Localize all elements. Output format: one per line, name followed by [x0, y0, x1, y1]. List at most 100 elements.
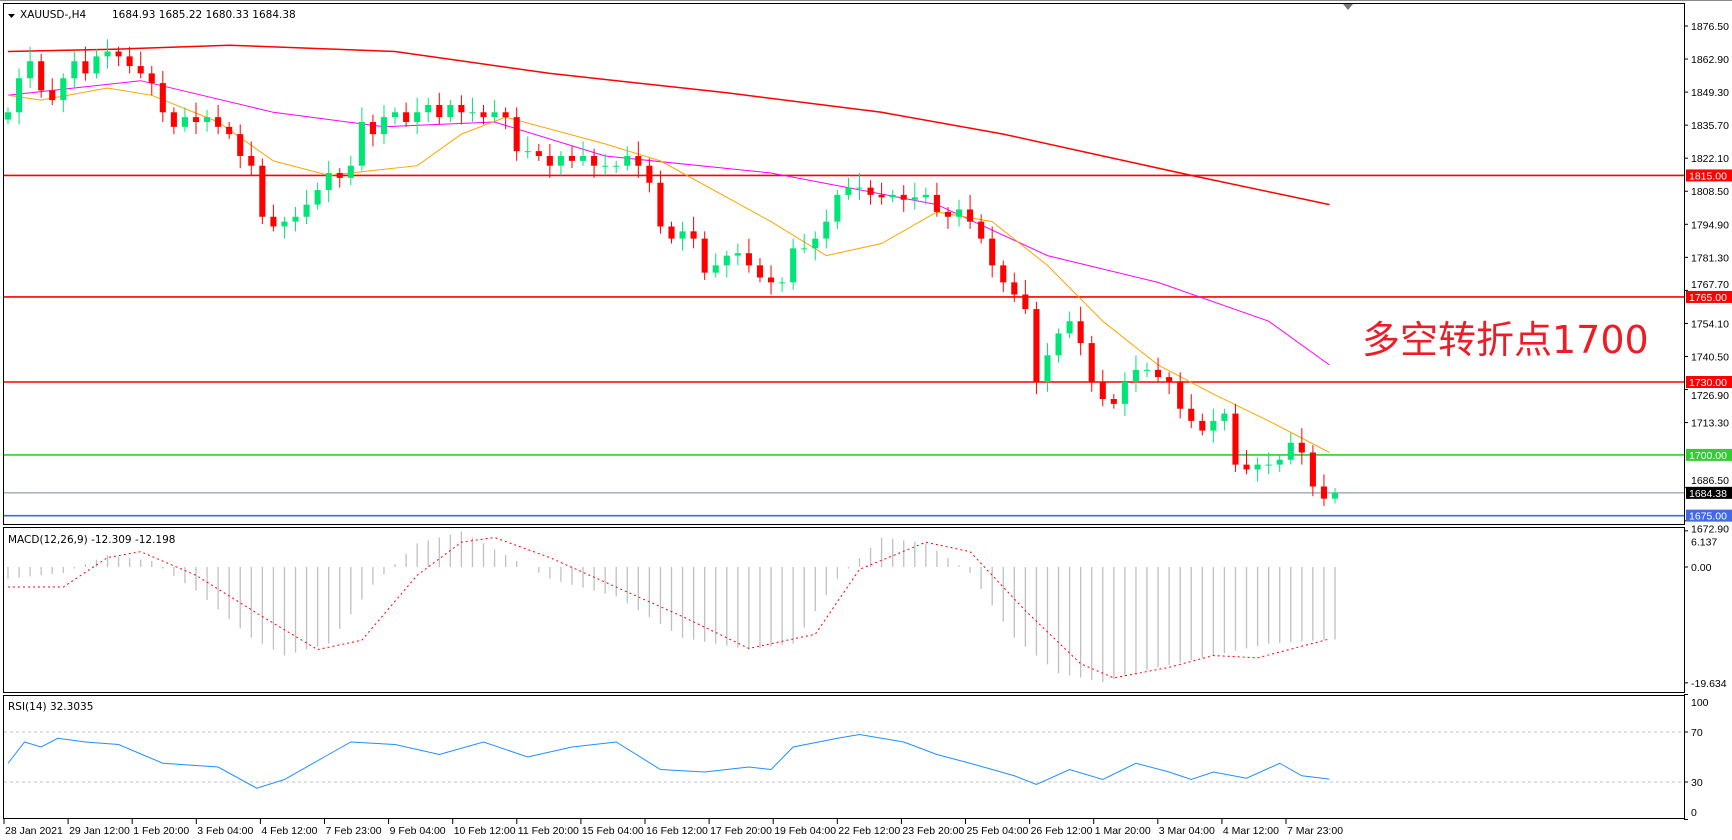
rsi-panel[interactable]	[3, 695, 1685, 819]
candle-body	[524, 151, 531, 153]
candle-body	[723, 255, 730, 266]
candle	[900, 185, 907, 212]
candle	[856, 173, 863, 200]
candle	[137, 51, 144, 79]
candle-body	[812, 238, 819, 249]
level-tag-text: 1730.00	[1689, 377, 1727, 389]
candle	[1199, 413, 1206, 436]
price-tick-label: 1794.90	[1691, 219, 1729, 231]
time-tick-label: 3 Mar 04:00	[1159, 825, 1215, 837]
candle	[1077, 306, 1084, 356]
candle-body	[259, 165, 266, 217]
candle	[1254, 457, 1261, 482]
candle	[358, 107, 365, 171]
candle	[1066, 311, 1073, 339]
candle	[60, 73, 67, 113]
candle	[823, 209, 830, 249]
candle-body	[49, 90, 56, 101]
price-tick-label: 1726.90	[1691, 390, 1729, 402]
time-tick-label: 16 Feb 12:00	[646, 825, 708, 837]
candle	[568, 146, 576, 169]
level-tag-1675.00	[1686, 509, 1732, 522]
time-tick-label: 19 Feb 04:00	[774, 825, 836, 837]
candle	[1177, 372, 1184, 419]
candle	[1243, 450, 1250, 475]
candle	[49, 78, 56, 105]
level-tag-text: 1684.38	[1689, 488, 1727, 500]
candle-body	[491, 112, 498, 118]
candlesticks	[4, 39, 1339, 506]
candle-body	[1320, 486, 1327, 499]
candle	[591, 148, 598, 178]
candle	[867, 180, 874, 205]
candle-body	[911, 197, 918, 200]
candle	[1044, 343, 1051, 392]
candle	[259, 158, 266, 225]
candle	[701, 231, 708, 280]
shift-marker-icon[interactable]	[1343, 4, 1353, 10]
candle	[82, 46, 89, 81]
candle-body	[347, 165, 354, 178]
candle-body	[82, 61, 89, 74]
candle-body	[1121, 381, 1128, 404]
rsi-tick-label: 0	[1691, 807, 1697, 819]
candle-body	[60, 78, 67, 101]
candle-body	[978, 221, 985, 239]
candle	[237, 124, 244, 169]
level-tag-1700.00	[1686, 448, 1732, 461]
candle	[1287, 433, 1294, 465]
candle-body	[1298, 442, 1305, 453]
candle	[635, 141, 642, 178]
candle-body	[281, 221, 288, 227]
candle-body	[126, 56, 133, 67]
candle	[1022, 279, 1029, 314]
candle-body	[834, 194, 841, 222]
candle	[414, 97, 421, 135]
candle-body	[159, 83, 166, 113]
candle	[1298, 428, 1305, 465]
macd-signal-line	[8, 536, 1330, 679]
time-tick-label: 17 Feb 20:00	[710, 825, 772, 837]
candle	[292, 207, 299, 232]
candle	[1265, 452, 1272, 475]
candle-body	[425, 104, 432, 113]
candle	[657, 170, 664, 234]
candle	[181, 107, 188, 132]
price-tick-label: 1740.50	[1691, 351, 1729, 363]
level-tag-text: 1675.00	[1689, 511, 1727, 523]
rsi-tick-label: 30	[1691, 777, 1703, 789]
candle-body	[679, 231, 686, 239]
macd-panel[interactable]	[3, 527, 1685, 693]
price-tick-label: 1767.70	[1691, 279, 1729, 291]
candle	[1276, 454, 1283, 472]
candle	[668, 221, 675, 244]
candle	[303, 190, 310, 225]
price-tick-label: 1849.30	[1691, 87, 1729, 99]
level-tag-text: 1700.00	[1689, 450, 1727, 462]
candle-body	[358, 121, 365, 166]
time-tick-label: 7 Mar 23:00	[1287, 825, 1343, 837]
price-panel[interactable]	[3, 3, 1685, 525]
candle	[347, 156, 354, 186]
price-tick-label: 1686.50	[1691, 475, 1729, 487]
time-tick-label: 10 Feb 12:00	[454, 825, 516, 837]
candle	[159, 70, 166, 122]
candle	[878, 182, 885, 205]
candle-body	[104, 51, 111, 57]
candle-body	[1276, 459, 1283, 465]
price-tick-label: 1754.10	[1691, 318, 1729, 330]
candle	[933, 182, 940, 217]
horizontal-levels	[4, 174, 1684, 517]
candle-body	[712, 265, 719, 273]
dropdown-triangle-icon[interactable]	[8, 14, 15, 18]
candle	[281, 216, 288, 239]
candle	[4, 107, 12, 125]
ohlc-readout: 1684.93 1685.22 1680.33 1684.38	[112, 9, 296, 21]
candle	[192, 102, 200, 135]
candle	[126, 46, 133, 74]
candle-body	[93, 56, 100, 74]
candle	[1232, 403, 1239, 472]
candle-body	[690, 231, 697, 239]
